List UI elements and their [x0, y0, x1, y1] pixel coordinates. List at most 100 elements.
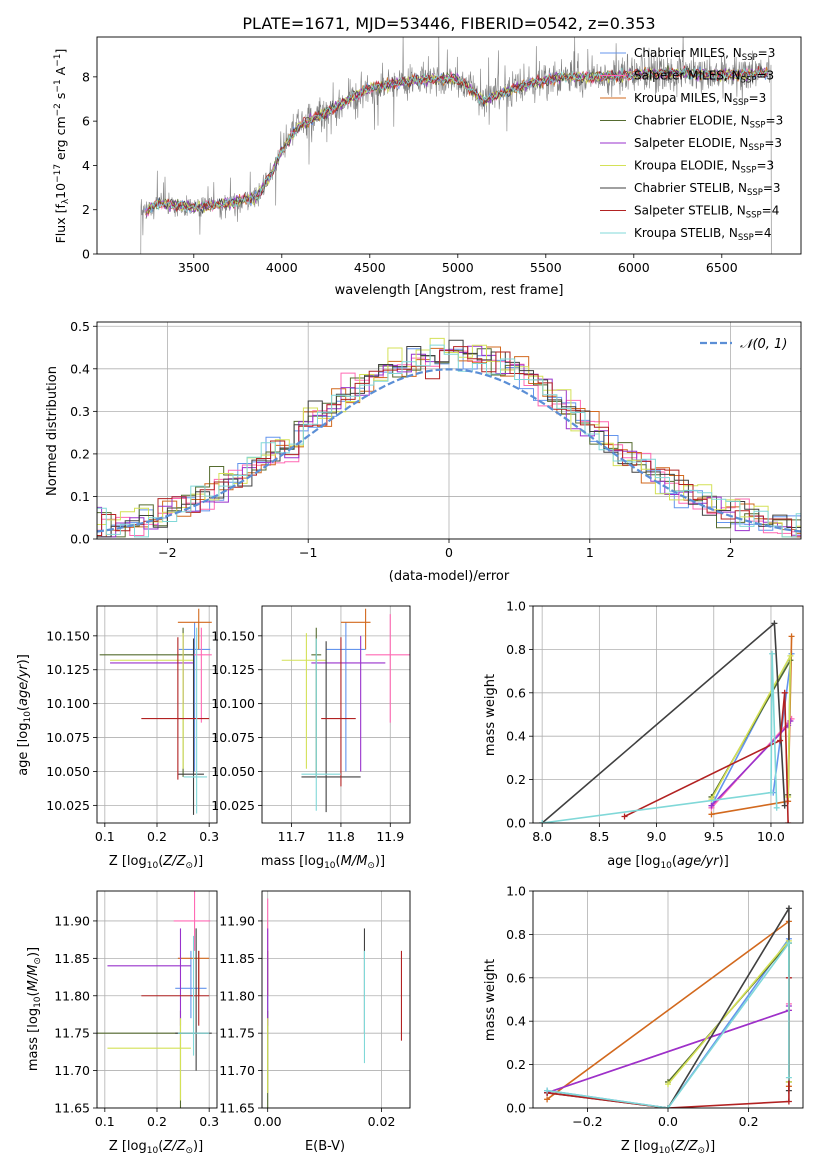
- age-weight-x-tick-label: 8.0: [532, 829, 552, 844]
- ebv-mass-y-tick-label: 11.70: [219, 1063, 255, 1078]
- normal-curve: [97, 368, 801, 533]
- residual-x-label: (data-model)/error: [389, 569, 510, 584]
- residual-histogram: [97, 345, 801, 538]
- z-weight-series-marker: [544, 1087, 551, 1094]
- z-age-x-tick-label: 0.1: [95, 829, 115, 844]
- spectrum-legend: Chabrier MILES, NSSP=3 Salpeter MILES, NS…: [600, 46, 783, 243]
- spectrum-x-label: wavelength [Angstrom, rest frame]: [335, 283, 564, 298]
- age-weight-series-marker: [787, 652, 794, 659]
- spectrum-x-tick-label: 6500: [706, 260, 738, 275]
- residuals-plot-area: [97, 322, 801, 539]
- age-weight-series-marker: [708, 811, 715, 818]
- legend-entry: Chabrier STELIB, NSSP=3: [634, 181, 781, 198]
- age-weight-x-tick-label: 10.0: [757, 829, 785, 844]
- z-mass-panel: 0.1 0.2 0.3 11.65 11.70 11.75 11.80 11.85 11.90: [54, 890, 219, 1129]
- ebv-mass-y-tick-label: 11.65: [219, 1101, 255, 1116]
- z-weight-y-label: mass weight: [483, 959, 498, 1041]
- ebv-mass-y-tick-label: 11.75: [219, 1026, 255, 1041]
- age-weight-series-marker: [769, 650, 776, 657]
- age-weight-series-marker: [621, 813, 628, 820]
- z-age-x-tick-label: 0.3: [199, 829, 219, 844]
- age-weight-series-line: [542, 653, 778, 823]
- age-weight-series-line: [710, 655, 792, 800]
- z-mass-x-tick-label: 0.1: [95, 1114, 115, 1129]
- residuals-y-tick-label: 0.3: [70, 404, 90, 419]
- residuals-y-tick-label: 0.4: [70, 361, 90, 376]
- z-mass-y-tick-label: 11.85: [54, 951, 90, 966]
- residuals-x-tick-label: −1: [299, 545, 317, 560]
- ebv-mass-panel: 0.00 0.02 11.65 11.70 11.75 11.80 11.85 11.90: [219, 890, 411, 1129]
- spectrum-y-tick-label: 8: [82, 69, 90, 84]
- residual-histogram: [97, 348, 801, 538]
- z-age-y-tick-label: 10.075: [46, 730, 90, 745]
- z-weight-series-marker: [665, 1105, 671, 1108]
- z-age-y-tick-label: 10.025: [46, 798, 90, 813]
- residuals-y-tick-label: 0.1: [70, 489, 90, 504]
- legend-entry: Chabrier MILES, NSSP=3: [634, 46, 775, 63]
- residuals-x-tick-label: 2: [727, 545, 735, 560]
- age-weight-y-tick-label: 1.0: [506, 599, 526, 614]
- z-weight-series-line: [667, 938, 790, 1085]
- mass-age-x-tick-label: 11.8: [327, 829, 355, 844]
- age-weight-y-label: mass weight: [483, 674, 498, 756]
- legend-entry: Salpeter MILES, NSSP=3: [634, 69, 774, 86]
- ebv-mass-x-tick-label: 0.00: [254, 1114, 282, 1129]
- ebv-mass-y-tick-label: 11.85: [219, 951, 255, 966]
- mass-age-y-tick-label: 10.025: [211, 798, 255, 813]
- mass-age-x-tick-label: 11.7: [278, 829, 306, 844]
- legend-entry: Salpeter STELIB, NSSP=4: [634, 204, 779, 221]
- z-weight-series-marker: [665, 1081, 671, 1088]
- z-mass-y-label: mass [log10(M/M⊙)]: [26, 947, 43, 1071]
- ebv-mass-x-label: E(B-V): [305, 1139, 345, 1154]
- spectrum-frame: [96, 36, 802, 255]
- z-mass-x-tick-label: 0.2: [147, 1114, 167, 1129]
- residual-y-label: Normed distribution: [45, 366, 60, 496]
- z-age-frame: [96, 605, 218, 824]
- spectrum-y-tick-label: 4: [82, 158, 90, 173]
- age-weight-panel: 8.0 8.5 9.0 9.5 10.0 0.0 0.2 0.4 0.6 0.8 1.0: [506, 599, 804, 844]
- age-weight-series-marker: [781, 802, 788, 809]
- spectrum-model-line: [148, 66, 768, 214]
- legend-entry: Kroupa STELIB, NSSP=4: [634, 226, 772, 243]
- z-age-y-label: age [log10(age/yr)]: [16, 654, 33, 776]
- z-weight-y-tick-label: 0.8: [506, 927, 526, 942]
- z-mass-y-tick-label: 11.70: [54, 1063, 90, 1078]
- mass-age-y-tick-label: 10.150: [211, 628, 255, 643]
- spectrum-x-tick-label: 4000: [266, 260, 298, 275]
- age-weight-x-label: age [log10(age/yr)]: [607, 854, 729, 871]
- residual-histogram: [97, 346, 801, 538]
- age-weight-series-marker: [777, 737, 784, 744]
- residuals-y-tick-label: 0.0: [70, 532, 90, 547]
- residual-histogram: [97, 346, 801, 538]
- age-weight-series-line: [624, 692, 789, 823]
- ebv-mass-y-tick-label: 11.80: [219, 988, 255, 1003]
- age-weight-series-marker: [708, 802, 715, 809]
- spectrum-x-tick-label: 3500: [178, 260, 210, 275]
- spectrum-model-line: [147, 65, 768, 214]
- z-age-plot-area: [97, 606, 217, 823]
- figure-title: PLATE=1671, MJD=53446, FIBERID=0542, z=0…: [242, 14, 655, 33]
- z-age-y-tick-label: 10.050: [46, 764, 90, 779]
- spectrum-y-tick-label: 0: [82, 247, 90, 262]
- z-age-x-tick-label: 0.2: [147, 829, 167, 844]
- age-weight-series-line: [541, 621, 786, 823]
- z-weight-x-label: Z [log10(Z/Z⊙)]: [621, 1139, 715, 1156]
- residual-histogram: [97, 337, 801, 538]
- z-mass-y-tick-label: 11.90: [54, 913, 90, 928]
- age-weight-x-tick-label: 9.5: [704, 829, 724, 844]
- spectrum-x-tick-label: 5000: [442, 260, 474, 275]
- z-weight-y-tick-label: 0.0: [506, 1101, 526, 1116]
- z-weight-y-tick-label: 0.4: [506, 1014, 526, 1029]
- residual-legend-label: 𝒩(0, 1): [740, 337, 787, 352]
- age-weight-y-tick-label: 0.8: [506, 642, 526, 657]
- z-weight-x-tick-label: −0.2: [572, 1114, 602, 1129]
- age-weight-y-tick-label: 0.6: [506, 685, 526, 700]
- residuals-x-tick-label: 1: [586, 545, 594, 560]
- residuals-panel: −2 −1 0 1 2 0.0 0.1 0.2 0.3 0.4 0.5: [70, 319, 802, 560]
- legend-entry: Kroupa MILES, NSSP=3: [634, 91, 766, 108]
- ebv-mass-plot-area: [262, 891, 410, 1108]
- age-weight-y-tick-label: 0.4: [506, 729, 526, 744]
- mass-age-panel: 11.7 11.8 11.9 10.025 10.050 10.075 10.100 10.1…: [211, 605, 411, 844]
- z-age-y-tick-label: 10.150: [46, 628, 90, 643]
